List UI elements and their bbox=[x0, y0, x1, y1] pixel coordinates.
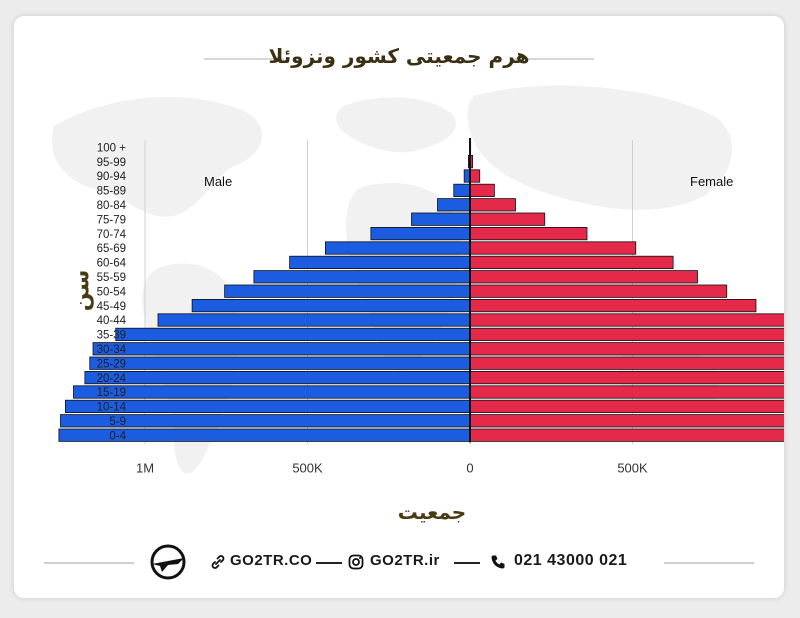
bar-female bbox=[469, 241, 637, 255]
y-tick-label: 85-89 bbox=[97, 186, 126, 198]
bar-female bbox=[469, 169, 481, 183]
bar-male bbox=[324, 241, 471, 255]
y-tick-label: 90-94 bbox=[97, 171, 127, 183]
y-tick-label: 35-39 bbox=[97, 330, 126, 342]
bar-male bbox=[437, 198, 471, 212]
bar-female bbox=[469, 327, 784, 342]
bar-female bbox=[469, 255, 674, 269]
population-pyramid-chart: 2M1.5M1M500K0500K1M1.5M0-45-910-1415-192… bbox=[58, 138, 784, 475]
y-tick-label: 60-64 bbox=[97, 258, 127, 270]
bar-female bbox=[469, 385, 784, 399]
bar-male bbox=[453, 183, 471, 197]
bar-male bbox=[64, 399, 471, 414]
bar-male bbox=[411, 212, 471, 226]
y-tick-label: 30-34 bbox=[97, 344, 127, 356]
phone-number[interactable]: 021 43000 021 bbox=[514, 552, 628, 569]
y-tick-label: 75-79 bbox=[97, 214, 126, 226]
footer-separator-1 bbox=[316, 562, 342, 564]
bar-male bbox=[224, 284, 471, 298]
x-tick-label: 1M bbox=[136, 460, 154, 475]
bar-female bbox=[469, 198, 516, 212]
y-tick-label: 65-69 bbox=[97, 243, 126, 255]
y-tick-label: 40-44 bbox=[97, 315, 127, 327]
bar-male bbox=[115, 327, 471, 342]
series-label-male: Male bbox=[204, 174, 232, 189]
bar-female bbox=[469, 226, 588, 241]
series-label-female: Female bbox=[690, 174, 733, 189]
y-tick-label: 10-14 bbox=[97, 402, 127, 414]
y-tick-label: 50-54 bbox=[97, 286, 127, 298]
y-tick-label: 100 + bbox=[97, 142, 126, 154]
bar-male bbox=[370, 226, 471, 241]
footer: GO2TR.CO GO2TR.ir 021 43000 021 bbox=[14, 542, 784, 582]
y-tick-label: 70-74 bbox=[97, 229, 127, 241]
y-tick-label: 80-84 bbox=[97, 200, 127, 212]
bar-male bbox=[84, 370, 471, 385]
bar-female bbox=[469, 183, 495, 197]
x-tick-label: 500K bbox=[617, 460, 648, 475]
instagram-handle[interactable]: GO2TR.ir bbox=[370, 552, 440, 569]
y-tick-label: 15-19 bbox=[97, 387, 126, 399]
bar-male bbox=[92, 342, 471, 356]
plane-logo-icon bbox=[150, 544, 186, 580]
title-line-right bbox=[514, 58, 594, 60]
bar-female bbox=[469, 356, 784, 370]
y-tick-label: 55-59 bbox=[97, 272, 126, 284]
bar-female bbox=[469, 298, 757, 313]
bar-female bbox=[469, 270, 698, 284]
footer-line-right bbox=[664, 562, 754, 564]
y-tick-label: 20-24 bbox=[97, 373, 127, 385]
page-title: هرم جمعیتی کشور ونزوئلا bbox=[268, 44, 530, 68]
y-tick-label: 0-4 bbox=[109, 430, 126, 442]
bar-female bbox=[469, 212, 546, 226]
y-tick-label: 45-49 bbox=[97, 301, 126, 313]
y-tick-label: 95-99 bbox=[97, 157, 126, 169]
y-tick-label: 5-9 bbox=[109, 416, 126, 428]
bar-female bbox=[469, 399, 784, 414]
bar-male bbox=[73, 385, 471, 399]
instagram-icon bbox=[348, 554, 364, 570]
x-tick-label: 0 bbox=[466, 460, 473, 475]
x-axis-label: جمعیت bbox=[397, 500, 467, 524]
bar-female bbox=[469, 414, 784, 428]
footer-line-left bbox=[44, 562, 134, 564]
website-link[interactable]: GO2TR.CO bbox=[230, 552, 313, 569]
bar-female bbox=[469, 313, 784, 327]
bar-male bbox=[89, 356, 471, 370]
bar-male bbox=[157, 313, 471, 327]
footer-separator-2 bbox=[454, 562, 480, 564]
infographic-card: هرم جمعیتی کشور ونزوئلا 2M1.5M1M500K0500… bbox=[14, 16, 784, 598]
y-tick-label: 25-29 bbox=[97, 358, 126, 370]
bar-female bbox=[469, 428, 784, 442]
bar-male bbox=[191, 298, 471, 313]
phone-icon bbox=[491, 555, 505, 569]
x-tick-label: 500K bbox=[292, 460, 323, 475]
bar-female bbox=[469, 284, 728, 298]
bar-female bbox=[469, 370, 784, 385]
link-icon bbox=[211, 555, 225, 569]
bar-female bbox=[469, 342, 784, 356]
y-axis-label: سن bbox=[69, 269, 95, 312]
title-line-left bbox=[204, 58, 284, 60]
bar-male bbox=[253, 270, 471, 284]
bar-male bbox=[289, 255, 471, 269]
